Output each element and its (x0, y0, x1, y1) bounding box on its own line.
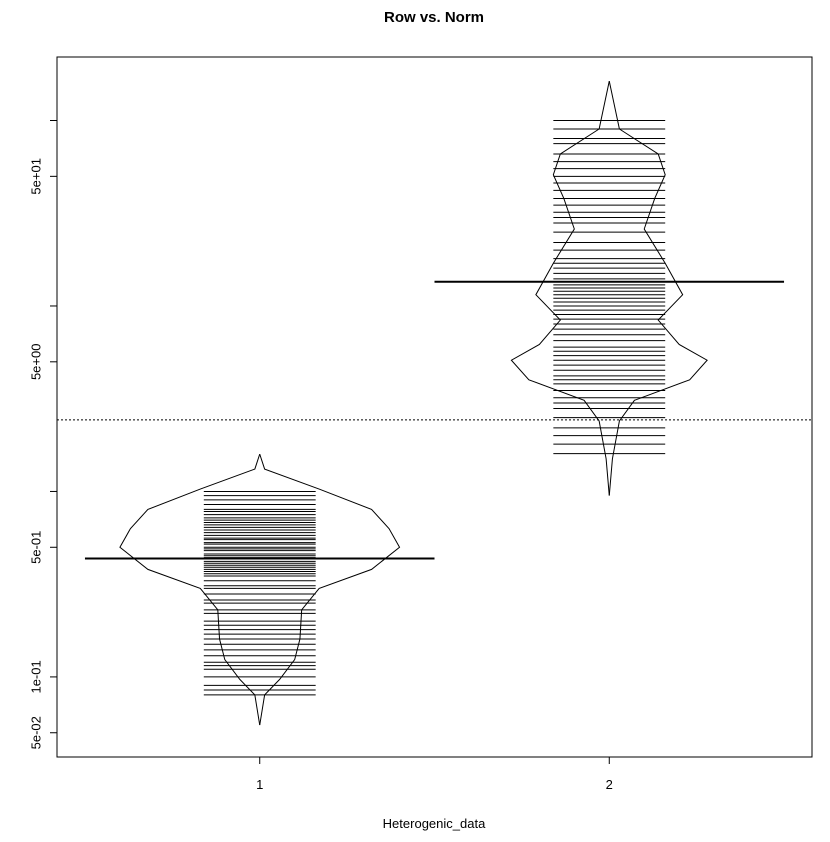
y-tick-label: 5e-01 (28, 531, 43, 564)
bean-outline (510, 81, 610, 496)
x-axis-label: Heterogenic_data (383, 816, 486, 831)
bean-outline (119, 453, 261, 726)
plot-frame (56, 56, 813, 758)
chart-title: Row vs. Norm (384, 9, 484, 26)
y-tick-label: 5e+00 (28, 344, 43, 381)
y-tick-label: 5e-02 (28, 716, 43, 749)
bean-outline (259, 453, 401, 726)
x-tick-label: 2 (606, 777, 613, 792)
y-tick-label: 1e-01 (28, 660, 43, 693)
y-tick-label: 5e+01 (28, 158, 43, 195)
x-tick-label: 1 (256, 777, 263, 792)
bean-outline (608, 81, 708, 496)
